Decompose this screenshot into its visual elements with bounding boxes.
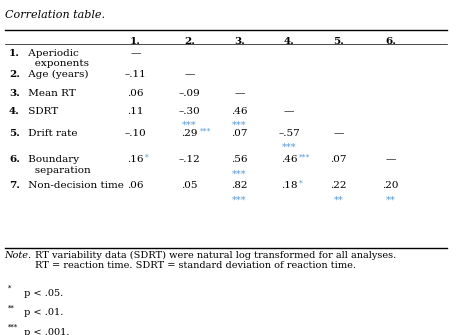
- Text: —: —: [184, 70, 195, 79]
- Text: 1.: 1.: [9, 49, 20, 58]
- Text: .06: .06: [127, 181, 144, 190]
- Text: Non-decision time: Non-decision time: [25, 181, 124, 190]
- Text: Boundary
   separation: Boundary separation: [25, 155, 91, 175]
- Text: –.09: –.09: [179, 89, 201, 98]
- Text: .18: .18: [281, 181, 297, 190]
- Text: RT variability data (SDRT) were natural log transformed for all analyses.
RT = r: RT variability data (SDRT) were natural …: [35, 251, 396, 270]
- Text: Age (years): Age (years): [25, 70, 88, 79]
- Text: .46: .46: [231, 107, 247, 116]
- Text: .16: .16: [127, 155, 144, 164]
- Text: Aperiodic
   exponents: Aperiodic exponents: [25, 49, 89, 68]
- Text: —: —: [385, 155, 396, 164]
- Text: .06: .06: [127, 89, 144, 98]
- Text: 7.: 7.: [9, 181, 20, 190]
- Text: .82: .82: [231, 181, 247, 190]
- Text: p < .001.: p < .001.: [21, 328, 69, 335]
- Text: —: —: [130, 49, 141, 58]
- Text: ***: ***: [299, 154, 310, 161]
- Text: ***: ***: [232, 195, 246, 204]
- Text: p < .05.: p < .05.: [21, 289, 63, 298]
- Text: .20: .20: [382, 181, 399, 190]
- Text: —: —: [284, 107, 294, 116]
- Text: —: —: [333, 129, 344, 138]
- Text: .07: .07: [231, 129, 247, 138]
- Text: –.10: –.10: [125, 129, 146, 138]
- Text: .11: .11: [127, 107, 144, 116]
- Text: ***: ***: [232, 121, 246, 130]
- Text: Mean RT: Mean RT: [25, 89, 75, 98]
- Text: 1.: 1.: [130, 38, 141, 46]
- Text: Correlation table.: Correlation table.: [5, 9, 104, 19]
- Text: .05: .05: [182, 181, 198, 190]
- Text: ***: ***: [232, 170, 246, 179]
- Text: 2.: 2.: [184, 38, 195, 46]
- Text: **: **: [334, 195, 344, 204]
- Text: 5.: 5.: [333, 38, 344, 46]
- Text: ***: ***: [282, 143, 296, 152]
- Text: –.12: –.12: [179, 155, 201, 164]
- Text: ***: ***: [182, 121, 197, 130]
- Text: 6.: 6.: [385, 38, 396, 46]
- Text: 4.: 4.: [9, 107, 20, 116]
- Text: 2.: 2.: [9, 70, 20, 79]
- Text: *: *: [299, 180, 302, 188]
- Text: .29: .29: [182, 129, 198, 138]
- Text: **: **: [386, 195, 395, 204]
- Text: Drift rate: Drift rate: [25, 129, 77, 138]
- Text: .22: .22: [330, 181, 347, 190]
- Text: 3.: 3.: [9, 89, 20, 98]
- Text: p < .01.: p < .01.: [21, 309, 63, 318]
- Text: .46: .46: [281, 155, 297, 164]
- Text: SDRT: SDRT: [25, 107, 58, 116]
- Text: *: *: [146, 154, 149, 161]
- Text: –.30: –.30: [179, 107, 201, 116]
- Text: **: **: [8, 305, 15, 312]
- Text: —: —: [234, 89, 245, 98]
- Text: 4.: 4.: [283, 38, 294, 46]
- Text: ***: ***: [200, 127, 211, 135]
- Text: .07: .07: [330, 155, 347, 164]
- Text: *: *: [8, 285, 11, 293]
- Text: ***: ***: [8, 324, 18, 332]
- Text: 5.: 5.: [9, 129, 20, 138]
- Text: Note.: Note.: [5, 251, 32, 260]
- Text: –.11: –.11: [125, 70, 146, 79]
- Text: –.57: –.57: [278, 129, 300, 138]
- Text: 6.: 6.: [9, 155, 20, 164]
- Text: .56: .56: [231, 155, 247, 164]
- Text: 3.: 3.: [234, 38, 245, 46]
